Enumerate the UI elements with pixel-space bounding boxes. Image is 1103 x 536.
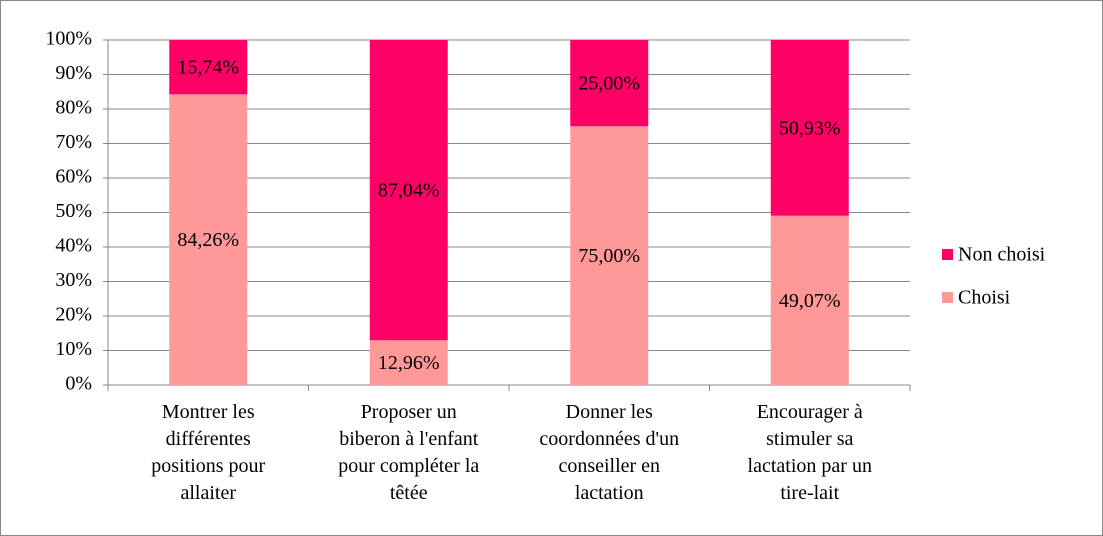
y-tick-label: 100% [45, 28, 92, 50]
y-tick-label: 0% [65, 373, 92, 395]
y-tick-label: 60% [55, 166, 92, 188]
bar-segment [369, 340, 448, 385]
y-tick-label: 40% [55, 235, 92, 257]
legend-swatch [942, 249, 953, 260]
y-tick-label: 10% [55, 338, 92, 360]
x-tick-label: Proposer un biberon à l'enfant pour complé… [338, 401, 479, 504]
data-label: 49,07% [779, 290, 841, 312]
bar-segment [770, 215, 849, 385]
data-label: 87,04% [378, 180, 440, 202]
x-tick-label: Donner les coordonnées d'un conseiller en l… [539, 401, 679, 504]
bar-segment [169, 94, 248, 385]
legend-label: Choisi [958, 287, 1011, 309]
y-tick-label: 90% [55, 62, 92, 84]
data-label: 84,26% [177, 229, 239, 251]
data-label: 75,00% [578, 245, 640, 267]
bar-segment [770, 40, 849, 216]
bar-segment [570, 40, 649, 127]
y-tick-label: 30% [55, 269, 92, 291]
y-tick-label: 50% [55, 200, 92, 222]
data-label: 25,00% [578, 73, 640, 95]
y-tick-label: 20% [55, 304, 92, 326]
bar-segment [570, 126, 649, 385]
legend-label: Non choisi [958, 244, 1046, 266]
x-tick-label: Montrer les différentes positions pour alla… [151, 401, 265, 504]
bar-segment [369, 40, 448, 341]
data-label: 15,74% [177, 57, 239, 79]
data-label: 50,93% [779, 117, 841, 139]
legend-swatch [942, 292, 953, 303]
x-tick-label: Encourager à stimuler sa lactation par un t… [748, 401, 872, 504]
data-label: 12,96% [378, 352, 440, 374]
bar-segment [169, 40, 248, 95]
y-tick-label: 70% [55, 131, 92, 153]
y-tick-label: 80% [55, 97, 92, 119]
